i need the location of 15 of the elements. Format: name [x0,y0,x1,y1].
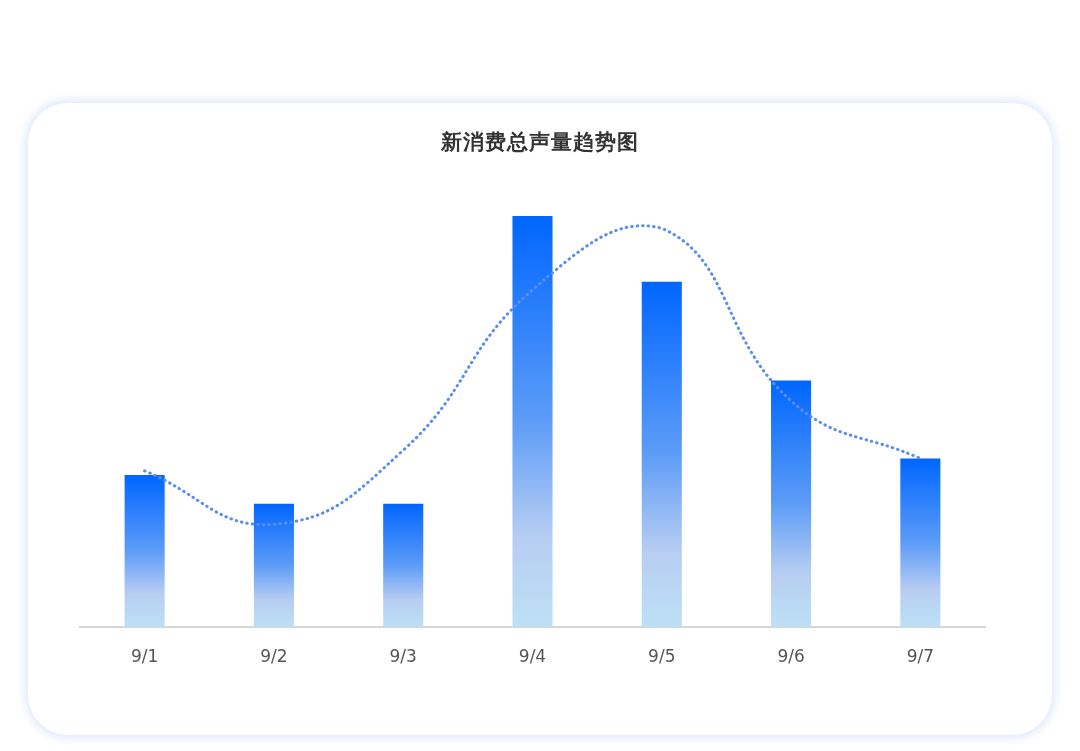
bar [771,380,812,627]
chart-title: 新消费总声量趋势图 [440,129,640,156]
x-tick-label: 9/7 [906,645,935,666]
x-tick-label: 9/5 [648,645,676,666]
x-tick-label: 9/3 [389,645,417,666]
x-tick-label: 9/6 [777,645,805,666]
x-tick-label: 9/1 [130,645,159,666]
bar [512,216,553,627]
bar [900,458,941,627]
bar [383,503,424,627]
bar [253,503,294,627]
x-tick-label: 9/2 [260,645,288,666]
bar [124,474,165,627]
x-tick-label: 9/4 [518,645,547,666]
bar [641,281,682,627]
